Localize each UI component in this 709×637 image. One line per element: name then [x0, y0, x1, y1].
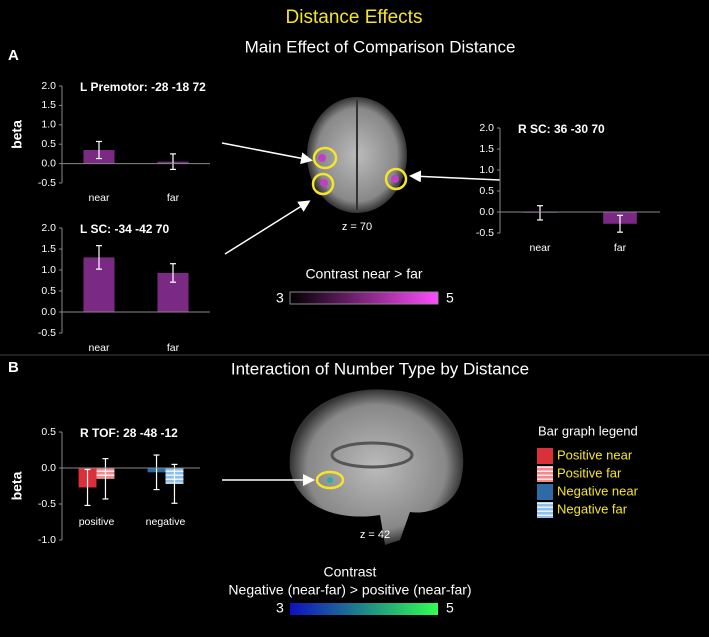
activation: [318, 154, 326, 162]
legend-label: Negative far: [557, 501, 628, 516]
arrow: [224, 200, 311, 255]
x-tick-label: near: [88, 192, 110, 204]
panel-title: Main Effect of Comparison Distance: [245, 37, 516, 56]
y-tick-label: -0.5: [38, 327, 56, 339]
slice-label: z = 42: [360, 529, 390, 541]
x-tick-label: far: [614, 242, 627, 254]
colorbar-max: 5: [446, 600, 454, 616]
y-tick-label: 0.5: [479, 185, 494, 197]
y-tick-label: 0.5: [41, 426, 56, 438]
x-tick-label: negative: [146, 516, 186, 528]
colorbar: [289, 291, 439, 305]
roi-circle: [315, 470, 345, 490]
x-tick-label: far: [167, 192, 180, 204]
legend-swatch: [537, 466, 553, 482]
activation: [391, 175, 399, 183]
y-tick-label: 1.5: [41, 99, 56, 111]
contrast-label: Contrast: [324, 564, 377, 580]
y-tick-label: 0.0: [479, 206, 494, 218]
y-tick-label: 2.0: [41, 222, 56, 234]
y-tick-label: 0.0: [41, 157, 56, 169]
x-tick-label: near: [88, 342, 110, 354]
roi-circle: [384, 167, 408, 191]
y-tick-label: 1.0: [41, 264, 56, 276]
arrow: [409, 170, 501, 183]
y-tick-label: 1.0: [41, 119, 56, 131]
activation: [327, 477, 333, 483]
x-tick-label: far: [167, 342, 180, 354]
y-axis-label: beta: [9, 471, 25, 500]
figure-title: Distance Effects: [286, 7, 423, 28]
x-tick-label: near: [529, 242, 551, 254]
y-tick-label: -0.5: [38, 177, 56, 189]
colorbar-min: 3: [276, 290, 284, 306]
colorbar: [290, 603, 438, 615]
y-tick-label: 0.5: [41, 285, 56, 297]
legend-label: Positive near: [557, 447, 633, 462]
panel-label: B: [8, 359, 19, 376]
y-tick-label: 1.5: [41, 243, 56, 255]
colorbar-min: 3: [276, 600, 284, 616]
legend-title: Bar graph legend: [538, 423, 638, 438]
chart-title: L Premotor: -28 -18 72: [80, 80, 206, 94]
y-tick-label: -1.0: [38, 534, 56, 546]
chart-title: R TOF: 28 -48 -12: [80, 426, 178, 440]
y-axis-label: beta: [9, 120, 25, 149]
contrast-label: Negative (near-far) > positive (near-far…: [228, 582, 471, 598]
y-tick-label: -0.5: [476, 227, 494, 239]
activation: [320, 179, 328, 187]
legend-swatch: [537, 502, 553, 518]
legend-swatch: [537, 484, 553, 500]
y-tick-label: 0.0: [41, 462, 56, 474]
contrast-label: Contrast near > far: [305, 266, 422, 282]
x-tick-label: positive: [79, 516, 115, 528]
y-tick-label: 2.0: [41, 80, 56, 92]
legend-label: Positive far: [557, 465, 622, 480]
panel-label: A: [8, 47, 19, 64]
corpus-callosum: [330, 441, 414, 469]
roi-circle: [311, 172, 335, 196]
slice-label: z = 70: [342, 221, 372, 233]
legend-label: Negative near: [557, 483, 639, 498]
roi-circle: [312, 146, 338, 170]
y-tick-label: -0.5: [38, 498, 56, 510]
chart-title: L SC: -34 -42 70: [80, 222, 169, 236]
y-tick-label: 0.5: [41, 138, 56, 150]
y-tick-label: 1.0: [479, 164, 494, 176]
colorbar-max: 5: [446, 290, 454, 306]
legend-swatch: [537, 448, 553, 464]
y-tick-label: 0.0: [41, 306, 56, 318]
chart-title: R SC: 36 -30 70: [518, 122, 605, 136]
y-tick-label: 1.5: [479, 143, 494, 155]
y-tick-label: 2.0: [479, 122, 494, 134]
arrow: [221, 142, 313, 165]
panel-title: Interaction of Number Type by Distance: [231, 359, 529, 378]
